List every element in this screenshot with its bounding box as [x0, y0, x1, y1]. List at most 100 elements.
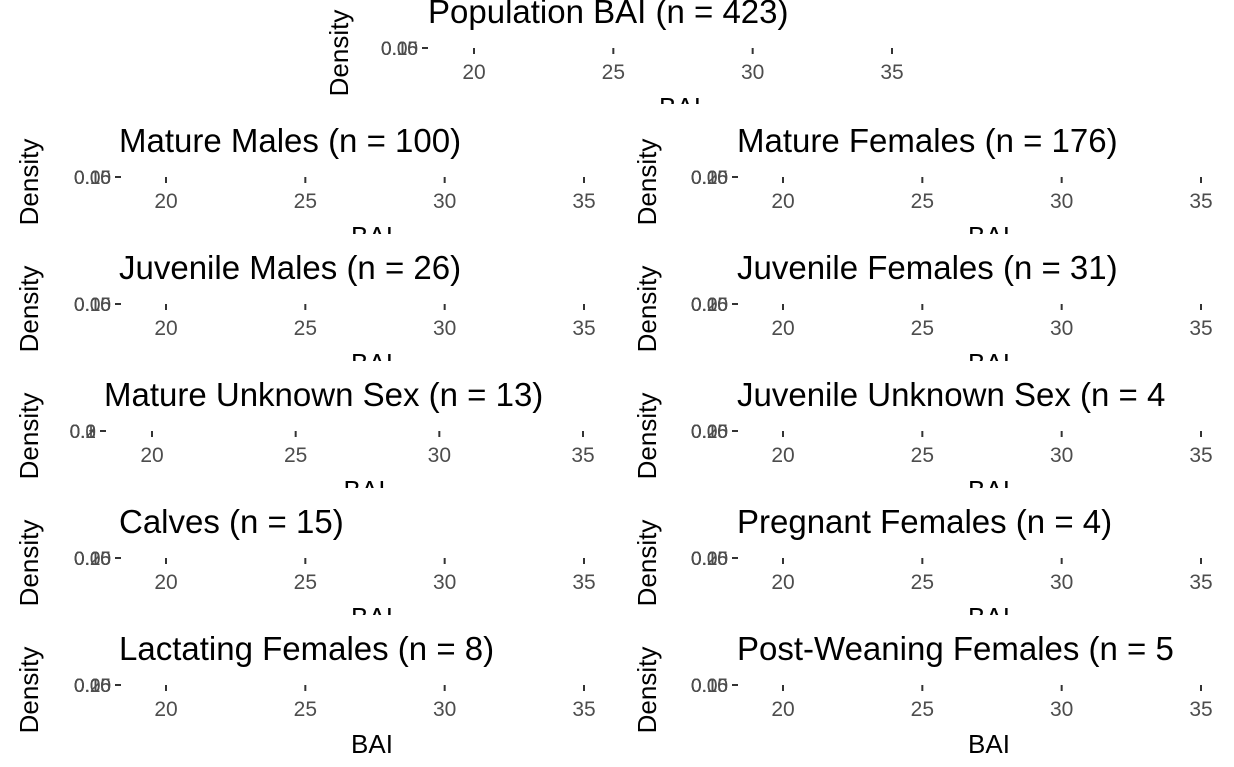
panel-7-ytick-label-5: 0.20 [691, 422, 728, 443]
panel-5-xtick-label-2: 25 [911, 317, 934, 340]
panel-6-xtick-label-4: 35 [571, 444, 594, 467]
panel-4-ytick-label-1: 0.00 [74, 295, 111, 316]
panel-3-xtick-label-1: 20 [771, 190, 794, 213]
panel-11-xtick-label-3: 30 [1050, 698, 1073, 721]
panel-1-ytick-label-3: 0.10 [381, 39, 418, 60]
panel-10-xtick-label-3: 30 [433, 698, 456, 721]
panel-7-xtick-label-2: 25 [911, 444, 934, 467]
panel-10-xtick-label-1: 20 [154, 698, 177, 721]
panel-3-ylabel: Density [632, 139, 662, 226]
panel-11-xtick-label-2: 25 [911, 698, 934, 721]
panel-7-ytick-label-4: 0.15 [691, 422, 728, 443]
panel-9-xtick-label-3: 30 [1050, 571, 1073, 594]
panel-4-xtick-label-1: 20 [154, 317, 177, 340]
panel-9-ytick-label-4: 0.15 [691, 549, 728, 570]
panel-8-title: Calves (n = 15) [119, 503, 344, 540]
panel-6-ytick-label-1: 0.0 [70, 422, 96, 443]
panel-8-ylabel: Density [14, 520, 44, 607]
panel-2-xtick-label-3: 30 [433, 190, 456, 213]
panel-2-xtick-label-1: 20 [154, 190, 177, 213]
panel-3-title: Mature Females (n = 176) [737, 122, 1118, 159]
panel-6-ytick-label-3: 0.2 [70, 422, 96, 443]
panel-7-ytick-label-1: 0.00 [691, 422, 728, 443]
panel-5-ytick-label-3: 0.10 [691, 295, 728, 316]
panel-clip-mask-4 [0, 488, 1234, 500]
panel-9-ytick-label-5: 0.20 [691, 549, 728, 570]
panel-5-ytick-label-2: 0.05 [691, 295, 728, 316]
panel-11-xlabel: BAI [968, 729, 1010, 759]
panel-1-ylabel: Density [324, 10, 354, 97]
panel-11-xtick-label-4: 35 [1189, 698, 1212, 721]
panel-3-xtick-label-3: 30 [1050, 190, 1073, 213]
panel-2-ytick-label-4: 0.15 [74, 168, 111, 189]
panel-3-ytick-label-2: 0.05 [691, 168, 728, 189]
panel-6-ytick-label-2: 0.1 [70, 422, 96, 443]
panel-10-ytick-label-2: 0.05 [74, 676, 111, 697]
panel-8-xtick-label-1: 20 [154, 571, 177, 594]
panel-1-xtick-label-1: 20 [462, 61, 485, 84]
panel-3-xtick-label-4: 35 [1189, 190, 1212, 213]
panel-6-xtick-label-3: 30 [428, 444, 451, 467]
panel-9-title: Pregnant Females (n = 4) [737, 503, 1112, 540]
panel-8-ytick-label-3: 0.10 [74, 549, 111, 570]
panel-11-ytick-label-1: 0.00 [691, 676, 728, 697]
panel-4-ytick-label-4: 0.15 [74, 295, 111, 316]
panel-clip-mask-1 [300, 104, 1234, 118]
panel-5-ytick-label-5: 0.20 [691, 295, 728, 316]
panel-7-xtick-label-1: 20 [771, 444, 794, 467]
panel-8-ytick-label-4: 0.15 [74, 549, 111, 570]
panel-4-xtick-label-2: 25 [294, 317, 317, 340]
panel-11-ylabel: Density [632, 647, 662, 734]
panel-4-ylabel: Density [14, 266, 44, 353]
panel-11-ytick-label-3: 0.10 [691, 676, 728, 697]
panel-9-xtick-label-1: 20 [771, 571, 794, 594]
panel-5-ylabel: Density [632, 266, 662, 353]
panel-11-xtick-label-1: 20 [771, 698, 794, 721]
panel-10-ytick-label-1: 0.00 [74, 676, 111, 697]
panel-10-ytick-label-3: 0.10 [74, 676, 111, 697]
panel-9-xtick-label-2: 25 [911, 571, 934, 594]
panel-8-xtick-label-3: 30 [433, 571, 456, 594]
panel-8-xtick-label-4: 35 [572, 571, 595, 594]
panel-1-ytick-label-2: 0.05 [381, 39, 418, 60]
panel-11-ytick-label-4: 0.15 [691, 676, 728, 697]
panel-3-ytick-label-4: 0.15 [691, 168, 728, 189]
panel-5-ytick-label-4: 0.15 [691, 295, 728, 316]
panel-1-xtick-label-2: 25 [602, 61, 625, 84]
panel-6-ylabel: Density [14, 393, 44, 480]
panel-11-ytick-label-2: 0.05 [691, 676, 728, 697]
panel-11-title: Post-Weaning Females (n = 5 [737, 630, 1174, 667]
panel-5-xtick-label-3: 30 [1050, 317, 1073, 340]
panel-4-title: Juvenile Males (n = 26) [119, 249, 461, 286]
panel-7-xtick-label-3: 30 [1050, 444, 1073, 467]
panel-2-ytick-label-1: 0.00 [74, 168, 111, 189]
panel-7-title: Juvenile Unknown Sex (n = 4 [737, 376, 1165, 413]
panel-8-xtick-label-2: 25 [294, 571, 317, 594]
panel-8-ytick-label-5: 0.20 [74, 549, 111, 570]
panel-4-xtick-label-4: 35 [572, 317, 595, 340]
panel-clip-mask-5 [0, 615, 1234, 627]
panel-8-ytick-label-1: 0.00 [74, 549, 111, 570]
panel-2-ytick-label-2: 0.05 [74, 168, 111, 189]
panel-9-ylabel: Density [632, 520, 662, 607]
panel-2-ylabel: Density [14, 139, 44, 226]
panel-5-xtick-label-4: 35 [1189, 317, 1212, 340]
panel-7-xtick-label-4: 35 [1189, 444, 1212, 467]
panel-8-ytick-label-2: 0.05 [74, 549, 111, 570]
panel-6-title: Mature Unknown Sex (n = 13) [104, 376, 543, 413]
panel-10-xlabel: BAI [351, 729, 393, 759]
panel-7-ytick-label-2: 0.05 [691, 422, 728, 443]
panel-2-xtick-label-4: 35 [572, 190, 595, 213]
panel-6-xtick-label-2: 25 [284, 444, 307, 467]
panel-1-title: Population BAI (n = 423) [428, 0, 789, 30]
panel-1-ytick-label-1: 0.00 [381, 39, 418, 60]
panel-10-ytick-label-5: 0.20 [74, 676, 111, 697]
panel-2-xtick-label-2: 25 [294, 190, 317, 213]
panel-7-ylabel: Density [632, 393, 662, 480]
panel-3-ytick-label-5: 0.20 [691, 168, 728, 189]
panel-5-ytick-label-1: 0.00 [691, 295, 728, 316]
panel-6-ytick-label-4: 0.3 [70, 422, 96, 443]
panel-2-ytick-label-3: 0.10 [74, 168, 111, 189]
